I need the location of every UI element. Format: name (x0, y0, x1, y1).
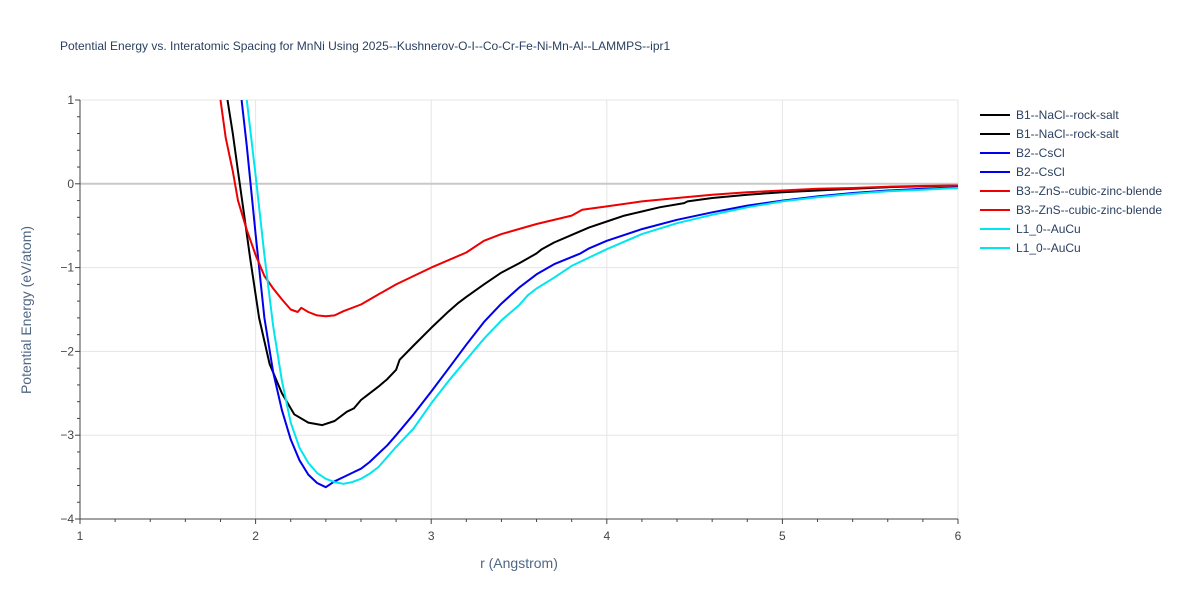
x-tick-label: 4 (603, 529, 610, 543)
legend-item[interactable]: B1--NaCl--rock-salt (980, 108, 1119, 122)
legend-item[interactable]: L1_0--AuCu (980, 222, 1081, 236)
x-tick-label: 1 (77, 529, 84, 543)
grid (80, 99, 959, 519)
legend-item[interactable]: B2--CsCl (980, 146, 1065, 160)
tick-labels: 1 2 3 4 5 6 1 0 −1 −2 −3 −4 (60, 93, 961, 543)
legend-label: L1_0--AuCu (1016, 222, 1081, 236)
x-tick-label: 3 (428, 529, 435, 543)
series-lines (219, 100, 958, 489)
legend-item[interactable]: B3--ZnS--cubic-zinc-blende (980, 184, 1162, 198)
y-tick-label: −2 (60, 344, 74, 358)
series-line-0 (226, 100, 958, 427)
axes (75, 99, 959, 524)
y-axis-label: Potential Energy (eV/atom) (18, 226, 34, 394)
legend-label: B1--NaCl--rock-salt (1016, 108, 1119, 122)
legend-label: B2--CsCl (1016, 146, 1065, 160)
y-tick-label: 1 (67, 93, 74, 107)
x-tick-label: 6 (955, 529, 962, 543)
x-axis-label: r (Angstrom) (480, 555, 558, 571)
x-tick-label: 2 (252, 529, 259, 543)
legend-label: B3--ZnS--cubic-zinc-blende (1016, 184, 1162, 198)
y-tick-label: −1 (60, 261, 74, 275)
legend-item[interactable]: B2--CsCl (980, 165, 1065, 179)
series-line-6 (245, 100, 958, 485)
y-tick-label: 0 (67, 177, 74, 191)
legend-label: L1_0--AuCu (1016, 241, 1081, 255)
y-tick-label: −3 (60, 428, 74, 442)
x-tick-label: 5 (779, 529, 786, 543)
series-line-4 (219, 100, 958, 318)
chart-title: Potential Energy vs. Interatomic Spacing… (60, 39, 670, 53)
legend[interactable]: B1--NaCl--rock-salt B1--NaCl--rock-salt B2… (980, 108, 1162, 255)
legend-item[interactable]: B3--ZnS--cubic-zinc-blende (980, 203, 1162, 217)
plot-area[interactable] (219, 100, 959, 489)
series-line-2 (240, 100, 958, 489)
legend-item[interactable]: L1_0--AuCu (980, 241, 1081, 255)
legend-label: B3--ZnS--cubic-zinc-blende (1016, 203, 1162, 217)
legend-item[interactable]: B1--NaCl--rock-salt (980, 127, 1119, 141)
y-tick-label: −4 (60, 512, 74, 526)
legend-label: B2--CsCl (1016, 165, 1065, 179)
legend-label: B1--NaCl--rock-salt (1016, 127, 1119, 141)
